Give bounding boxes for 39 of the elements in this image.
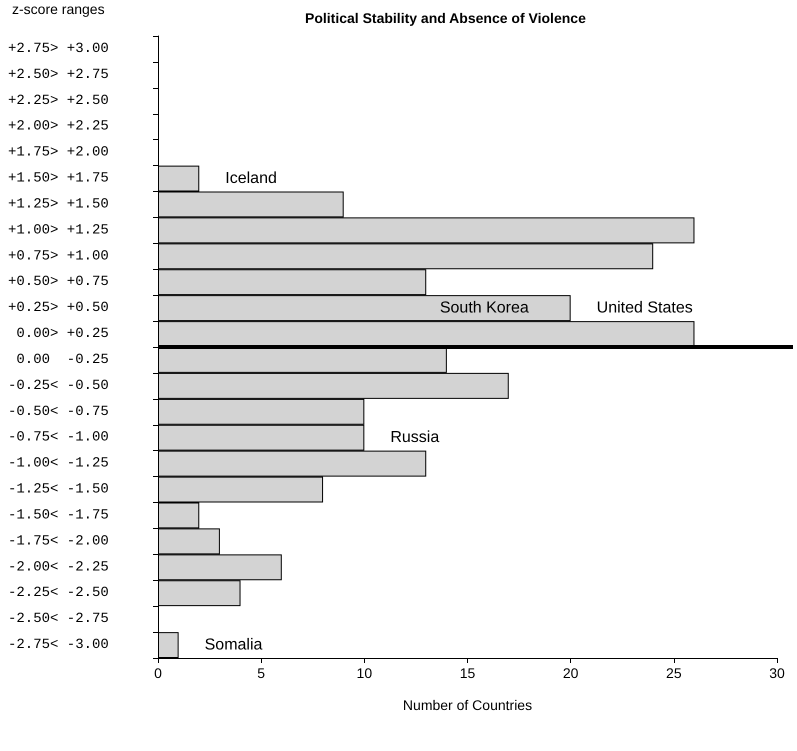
y-tick-label: -0.25< -0.50 — [8, 378, 109, 394]
y-tick-label: -1.25< -1.50 — [8, 482, 109, 498]
chart-title: Political Stability and Absence of Violence — [305, 10, 586, 26]
y-tick-label: +0.75> +1.00 — [8, 248, 109, 264]
y-tick-label: -1.00< -1.25 — [8, 456, 109, 472]
x-axis-title: Number of Countries — [402, 697, 532, 713]
x-tick-label: 25 — [666, 665, 682, 681]
x-tick-label: 15 — [460, 665, 476, 681]
y-tick-label: +1.75> +2.00 — [8, 144, 109, 161]
y-tick-label: +2.75> +3.00 — [8, 40, 109, 57]
x-tick-label: 5 — [257, 665, 266, 681]
x-tick-label: 10 — [356, 665, 372, 681]
y-tick-label: +1.00> +1.25 — [8, 222, 109, 238]
x-tick-label: 30 — [769, 665, 785, 681]
y-tick-label: +2.00> +2.25 — [8, 118, 109, 135]
y-tick-label: +2.25> +2.50 — [8, 92, 109, 109]
y-tick-label: 0.00 -0.25 — [8, 352, 109, 368]
y-tick-label: +1.25> +1.50 — [8, 196, 109, 212]
y-tick-label: -0.75< -1.00 — [8, 430, 109, 446]
y-tick-label: -1.75< -2.00 — [8, 533, 109, 550]
annotation: Somalia — [204, 636, 263, 654]
x-tick-label: 0 — [154, 665, 162, 681]
y-tick-label: +0.25> +0.50 — [8, 300, 109, 316]
y-tick-label: -2.00< -2.25 — [8, 559, 109, 576]
y-tick-label: -1.50< -1.75 — [8, 507, 109, 524]
y-tick-label: -0.50< -0.75 — [8, 404, 109, 420]
y-tick-label: -2.75< -3.00 — [8, 637, 109, 654]
annotation: South Korea — [440, 300, 529, 317]
annotation: Iceland — [225, 170, 277, 188]
y-tick-label: +0.50> +0.75 — [8, 274, 109, 290]
y-tick-label: +2.50> +2.75 — [8, 66, 109, 83]
annotation: United States — [596, 300, 693, 317]
y-tick-label: 0.00> +0.25 — [8, 326, 109, 342]
y-tick-label: +1.50> +1.75 — [8, 170, 109, 187]
y-tick-label: -2.50< -2.75 — [8, 611, 109, 628]
annotation: Russia — [390, 429, 440, 446]
y-tick-label: -2.25< -2.50 — [8, 585, 109, 602]
y-axis-title: z-score ranges — [12, 1, 105, 17]
x-tick-label: 20 — [562, 665, 579, 681]
